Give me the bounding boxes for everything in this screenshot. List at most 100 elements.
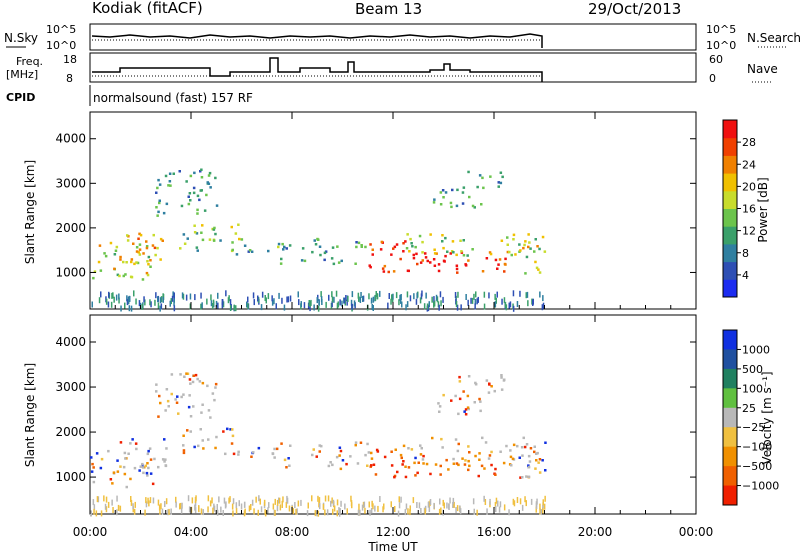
echo-cell [433,296,435,303]
velocity-cb-tick-label: −100 [742,441,772,454]
echo-cell [416,292,418,299]
echo-cell [198,198,201,202]
echo-cell [209,416,212,419]
echo-cell [441,446,444,449]
echo-cell [116,495,118,502]
echo-cell [164,501,166,507]
echo-cell [409,505,411,512]
echo-cell [441,234,444,237]
power-colorbar-segment [723,243,737,263]
echo-cell [405,304,407,311]
echo-cell [458,375,461,379]
echo-cell [410,242,413,245]
echo-cell [506,243,509,246]
echo-cell [159,297,162,304]
echo-cell [439,498,441,505]
echo-cell [199,189,202,192]
echo-cell [317,510,320,517]
echo-cell [485,257,489,260]
echo-cell [455,267,459,271]
echo-cell [105,496,108,503]
echo-cell [345,295,347,301]
echo-cell [408,250,411,253]
echo-cell [511,457,515,461]
echo-cell [512,238,515,241]
echo-cell [260,304,263,311]
echo-cell [187,405,191,409]
echo-cell [333,505,336,512]
echo-cell [338,446,342,449]
echo-cell [128,305,131,312]
echo-cell [510,464,513,467]
echo-cell [416,502,418,508]
echo-cell [157,465,160,469]
echo-cell [454,438,458,441]
echo-cell [452,462,456,465]
echo-cell [277,242,281,246]
echo-cell [201,381,205,385]
echo-cell [214,176,217,180]
echo-cell [144,464,147,468]
echo-cell [518,250,521,253]
echo-cell [528,460,532,463]
echo-cell [398,299,400,306]
echo-cell [375,448,379,452]
echo-cell [519,476,522,479]
echo-cell [130,260,133,264]
x-tick-label: 00:00 [73,525,108,539]
echo-cell [537,461,540,464]
echo-cell [350,495,352,502]
echo-cell [468,464,471,468]
echo-cell [264,508,266,515]
echo-cell [289,444,292,447]
echo-cell [462,390,465,393]
noise-right-tick-top: 10^5 [706,23,736,36]
echo-cell [168,172,172,175]
echo-cell [203,209,207,212]
echo-cell [189,199,192,202]
echo-cell [371,248,374,251]
echo-cell [129,442,132,445]
echo-cell [439,203,443,206]
echo-cell [478,452,481,455]
echo-cell [508,302,510,309]
echo-cell [519,249,522,252]
echo-cell [287,296,290,303]
echo-cell [482,186,485,190]
echo-cell [354,262,357,265]
echo-cell [504,301,507,308]
echo-cell [360,244,363,247]
echo-cell [209,500,212,507]
echo-cell [456,271,459,274]
echo-cell [459,239,462,242]
echo-cell [210,294,212,301]
echo-cell [499,501,502,508]
echo-cell [379,496,381,502]
echo-cell [267,293,270,300]
echo-cell [503,504,506,511]
echo-cell [519,290,521,297]
echo-cell [396,470,399,474]
echo-cell [207,506,209,513]
echo-cell [455,204,459,208]
velocity-colorbar-segment [723,407,737,428]
echo-cell [412,256,416,260]
echo-cell [132,506,134,513]
echo-cell [413,461,416,465]
echo-cell [103,495,105,502]
echo-cell [368,264,371,267]
echo-cell [292,508,295,515]
echo-cell [345,462,348,466]
echo-cell [187,195,190,198]
echo-cell [263,499,266,506]
echo-cell [462,186,466,189]
echo-cell [518,243,521,246]
echo-cell [357,292,360,299]
echo-cell [456,304,459,311]
echo-cell [529,247,532,250]
echo-cell [303,259,307,263]
echo-cell [438,410,441,413]
echo-cell [201,403,204,406]
echo-cell [217,292,219,299]
